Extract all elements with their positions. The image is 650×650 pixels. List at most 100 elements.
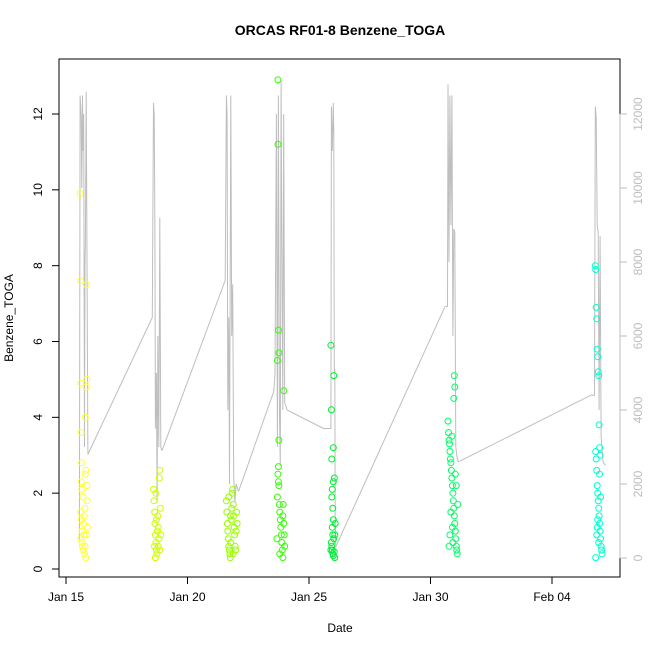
data-point-rf01-16 [81, 504, 89, 512]
y-axis-left: 0 2 4 6 8 10 12 [31, 107, 60, 572]
data-point-rf02-19 [152, 489, 160, 497]
data-point-rf05-10 [329, 516, 337, 524]
data-point-rf07-8-22 [597, 542, 605, 550]
data-point-rf07-8-10 [596, 451, 604, 459]
data-point-rf03-24 [229, 550, 237, 558]
data-point-rf04-22 [280, 387, 288, 395]
data-point-rf02-12 [155, 535, 163, 543]
data-point-rf04-2 [274, 326, 282, 334]
data-point-rf06-13 [450, 512, 458, 520]
data-point-rf05-8 [330, 474, 338, 482]
data-point-rf03-11 [228, 504, 236, 512]
data-point-rf03-20 [232, 527, 240, 535]
y-tick-label: 6 [31, 338, 45, 345]
data-point-rf07-8-7 [595, 372, 603, 380]
data-point-rf06-8 [448, 474, 456, 482]
data-point-rf03-14 [229, 501, 237, 508]
data-point-rf04-1 [274, 140, 282, 148]
data-point-rf03-21 [233, 508, 241, 516]
data-point-rf02-10 [154, 512, 162, 520]
data-point-rf05-12 [329, 531, 337, 539]
altitude-trace-rf04 [273, 80, 288, 466]
data-point-rf07-8-14 [593, 482, 601, 490]
data-point-rf04-0 [274, 76, 282, 84]
data-point-rf07-8-17 [595, 504, 603, 512]
data-point-rf04-10 [275, 501, 283, 508]
data-point-rf01-0 [76, 190, 84, 198]
data-point-rf07-8-19 [596, 520, 604, 527]
altitude-series-layer [78, 80, 606, 547]
data-point-rf01-18 [82, 466, 90, 474]
data-point-rf05-14 [327, 539, 335, 546]
flight-connector-layer [87, 280, 592, 548]
data-point-rf03-25 [226, 512, 234, 520]
y2-tick-label: 10000 [631, 171, 645, 205]
x-axis-label: Date [327, 621, 353, 635]
data-point-rf01-22 [82, 281, 90, 289]
data-point-rf07-8-11 [592, 448, 600, 455]
data-point-rf04-18 [279, 501, 287, 508]
data-point-rf07-8-28 [595, 539, 603, 546]
altitude-trace-rf07-8 [590, 106, 606, 466]
y-tick-label: 10 [31, 183, 45, 197]
data-point-rf01-4 [78, 459, 86, 467]
data-point-rf02-14 [156, 466, 164, 474]
altitude-trace-rf02 [151, 102, 163, 503]
data-point-rf04-20 [280, 531, 288, 539]
data-point-rf01-9 [78, 527, 86, 535]
data-point-rf01-12 [79, 546, 87, 554]
data-point-rf07-8-27 [594, 516, 602, 524]
data-point-rf07-8-23 [598, 546, 606, 554]
altitude-trace-rf01 [78, 91, 89, 540]
data-point-rf07-8-9 [596, 444, 604, 452]
data-point-rf03-9 [227, 539, 235, 546]
data-point-rf01-31 [82, 531, 90, 539]
data-point-rf07-8-5 [594, 353, 602, 361]
data-point-rf01-24 [83, 497, 91, 505]
data-point-rf02-17 [154, 542, 162, 550]
data-point-rf06-26 [445, 542, 453, 550]
altitude-trace-rf06 [445, 84, 459, 462]
data-point-rf02-20 [151, 542, 158, 550]
data-point-rf01-6 [78, 485, 86, 493]
data-point-rf07-8-3 [593, 315, 601, 323]
data-point-rf07-8-0 [591, 262, 599, 270]
x-tick-label: Jan 15 [48, 590, 84, 604]
data-point-rf06-18 [453, 546, 461, 554]
data-point-rf03-19 [232, 546, 240, 554]
data-point-rf01-19 [81, 413, 89, 421]
y-axis-right: 0 2000 4000 6000 8000 10000 12000 [619, 97, 645, 561]
data-point-rf06-22 [451, 383, 459, 391]
data-point-rf05-4 [330, 372, 338, 380]
data-point-rf02-3 [151, 520, 159, 527]
data-point-rf07-8-24 [598, 550, 606, 558]
data-point-rf03-22 [233, 520, 241, 527]
altitude-trace-rf03 [224, 95, 239, 503]
data-point-rf06-24 [447, 508, 455, 516]
data-point-rf01-28 [82, 554, 90, 562]
data-point-rf04-14 [277, 531, 285, 539]
data-point-rf01-21 [83, 375, 91, 383]
data-point-rf05-6 [328, 493, 336, 501]
data-point-rf01-7 [77, 508, 85, 516]
data-point-rf07-8-26 [593, 531, 601, 539]
y-tick-label: 2 [31, 490, 45, 497]
x-tick-label: Jan 25 [291, 590, 327, 604]
data-point-rf04-6 [274, 463, 282, 471]
data-point-rf02-18 [157, 531, 165, 539]
y2-tick-label: 0 [631, 554, 645, 561]
data-point-rf06-19 [453, 550, 461, 558]
data-point-rf05-23 [327, 546, 335, 554]
data-point-rf05-5 [328, 485, 336, 493]
y2-tick-label: 4000 [631, 396, 645, 423]
data-point-rf04-19 [280, 520, 288, 527]
data-point-rf03-2 [223, 520, 231, 527]
chart-title: ORCAS RF01-8 Benzene_TOGA [235, 22, 446, 38]
x-tick-label: Jan 20 [169, 590, 205, 604]
data-point-rf03-13 [229, 485, 237, 493]
data-point-rf05-18 [329, 552, 337, 560]
data-point-rf04-8 [274, 478, 282, 486]
data-point-rf02-2 [151, 508, 159, 516]
data-point-rf06-4 [446, 448, 454, 455]
